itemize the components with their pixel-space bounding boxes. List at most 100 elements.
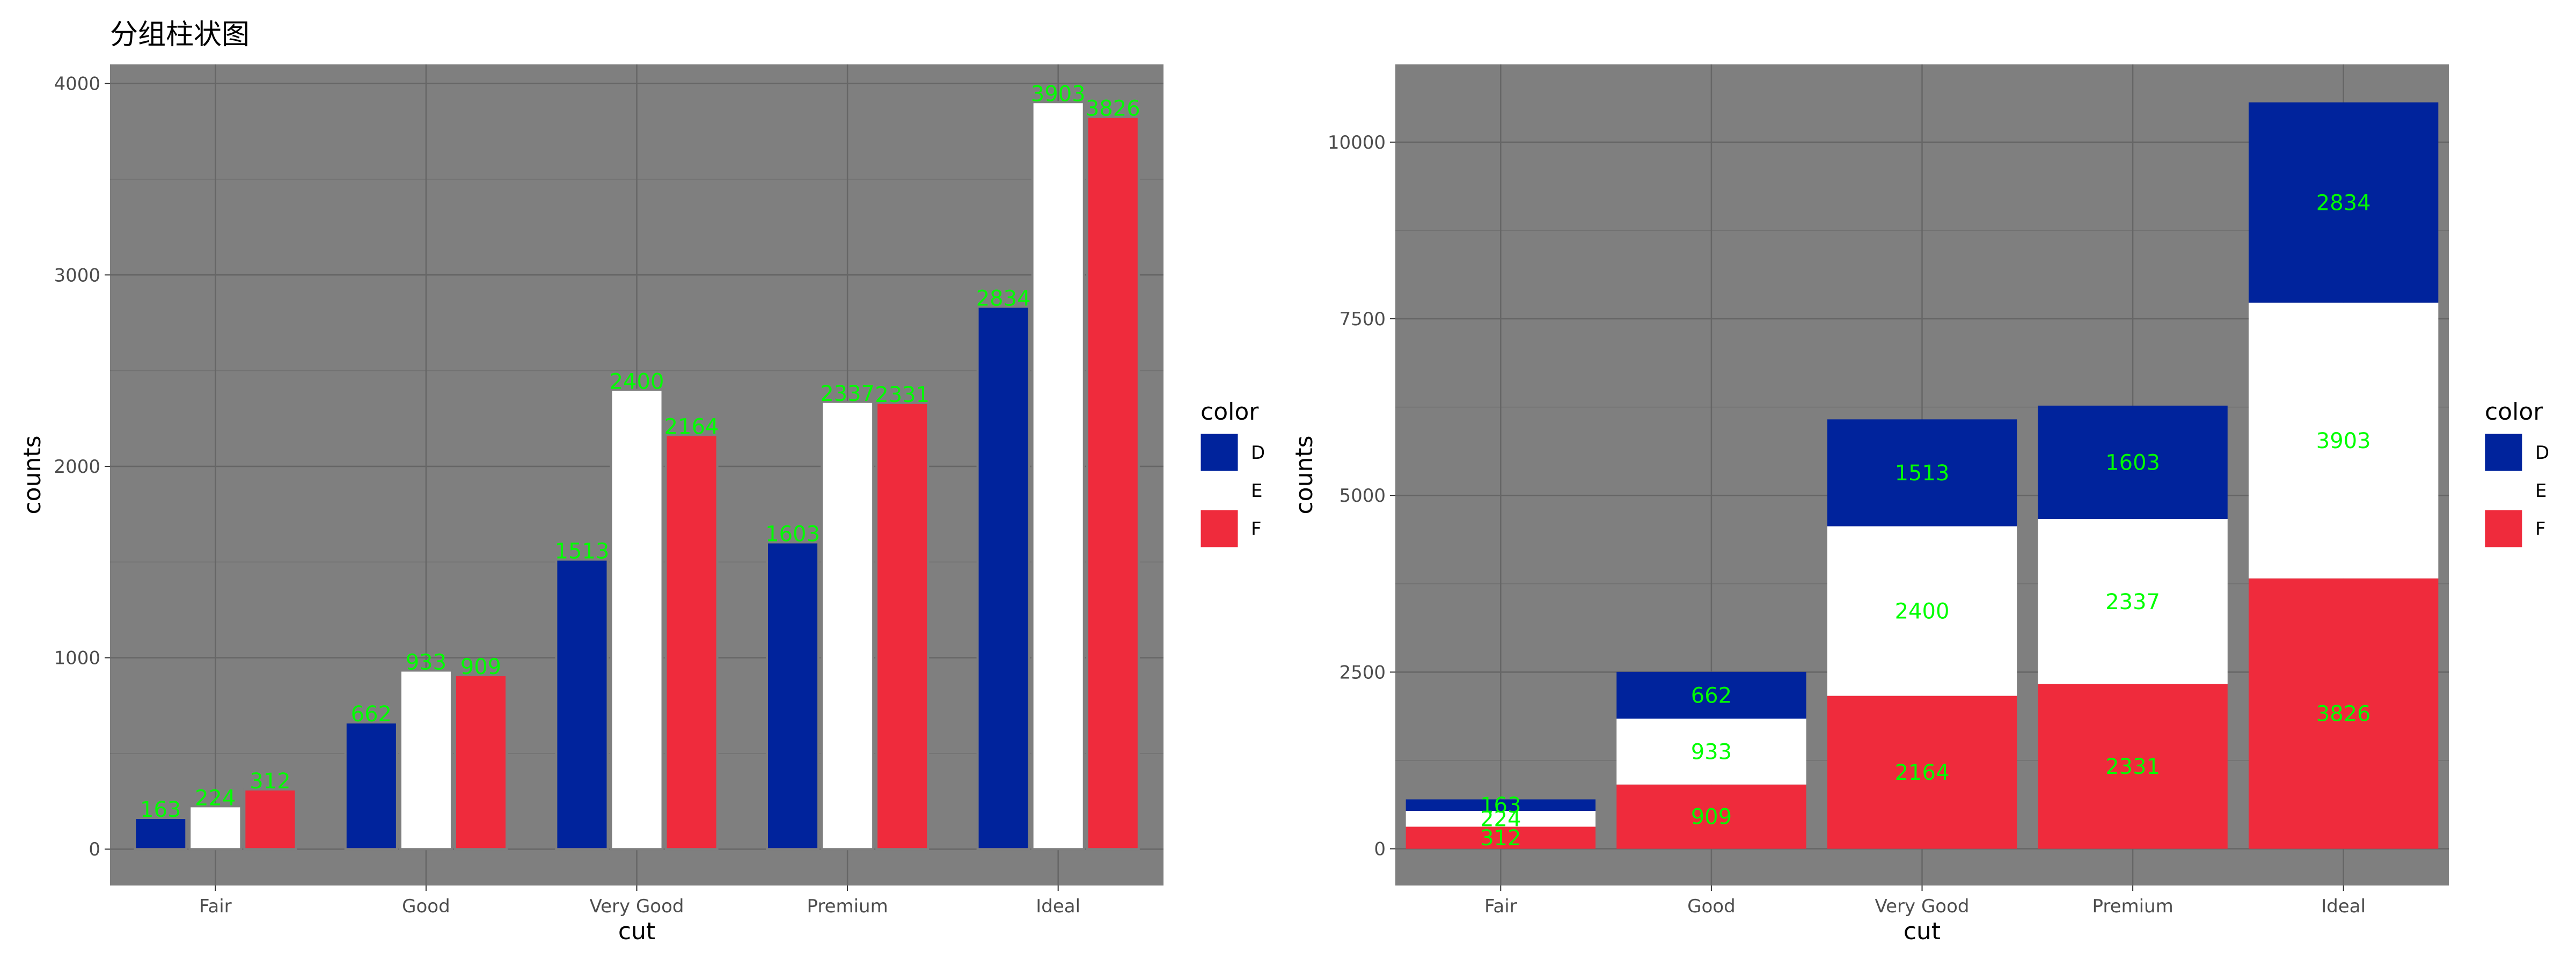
data-label: 2834 <box>976 287 1031 311</box>
y-tick-label: 4000 <box>54 74 100 95</box>
x-tick-label: Fair <box>199 896 232 917</box>
x-tick-label: Very Good <box>1875 896 1970 917</box>
bar-segment <box>2249 578 2439 849</box>
y-tick-label: 0 <box>89 839 100 860</box>
bar-segment <box>2038 518 2228 684</box>
data-label: 2331 <box>875 383 930 407</box>
bar <box>399 669 453 851</box>
legend-key <box>2484 433 2523 472</box>
data-label: 2400 <box>610 369 664 394</box>
bar-segment <box>1406 810 1596 827</box>
bar <box>1031 101 1085 851</box>
bar-segment <box>1406 826 1596 849</box>
legend-title: color <box>2485 398 2543 426</box>
y-tick-label: 5000 <box>1339 485 1386 507</box>
x-tick-label: Premium <box>807 896 888 917</box>
x-tick-label: Fair <box>1484 896 1517 917</box>
bar-segment <box>1616 671 1806 719</box>
legend: color DEF <box>2484 398 2549 548</box>
bar <box>1086 115 1140 851</box>
data-label: 1603 <box>2105 450 2160 475</box>
data-label: 2337 <box>820 382 875 406</box>
legend-title: color <box>1201 398 1259 426</box>
x-axis-title: cut <box>618 918 655 945</box>
y-tick-label: 0 <box>1374 839 1386 860</box>
data-label: 1513 <box>555 539 610 564</box>
data-label: 2164 <box>664 414 719 439</box>
legend-key <box>1200 509 1239 548</box>
bar-segment <box>2249 102 2439 303</box>
y-tick-label: 2500 <box>1339 662 1386 683</box>
data-label: 163 <box>140 797 181 822</box>
legend-label: D <box>2535 442 2549 464</box>
legend-label: E <box>2535 480 2546 502</box>
data-label: 2400 <box>1895 599 1950 624</box>
legend-label: D <box>1251 442 1265 464</box>
y-axis-title: counts <box>1291 435 1318 514</box>
bar-segment <box>1827 419 2017 526</box>
bar <box>188 805 243 851</box>
bar-segment <box>2038 405 2228 519</box>
data-label: 312 <box>1480 826 1521 851</box>
y-tick-label: 1000 <box>54 648 100 669</box>
data-label: 224 <box>195 786 236 810</box>
bar-segment <box>2249 302 2439 579</box>
data-label: 2164 <box>1895 760 1950 785</box>
data-label: 3826 <box>1086 97 1140 121</box>
plot-title: 分组柱状图 <box>110 19 250 51</box>
x-tick-label: Ideal <box>1036 896 1080 917</box>
bar-segment <box>1406 799 1596 811</box>
data-label: 909 <box>460 655 501 679</box>
bar <box>664 434 719 851</box>
legend: color DEF <box>1200 398 1265 548</box>
data-label: 3903 <box>2316 429 2371 453</box>
y-tick-label: 7500 <box>1339 309 1386 330</box>
data-label: 1603 <box>765 522 820 547</box>
y-tick-label: 3000 <box>54 265 100 286</box>
data-label: 909 <box>1691 805 1732 830</box>
data-label: 933 <box>406 650 447 675</box>
data-label: 1513 <box>1895 461 1950 486</box>
y-tick-label: 10000 <box>1328 132 1386 153</box>
data-label: 2331 <box>2105 755 2160 779</box>
x-tick-label: Good <box>1687 896 1736 917</box>
bar <box>243 788 297 851</box>
data-label: 662 <box>1691 683 1732 708</box>
bar <box>134 817 188 851</box>
x-tick-label: Good <box>402 896 450 917</box>
legend-key <box>1200 433 1239 472</box>
bar-segment <box>2038 684 2228 849</box>
y-axis-title: counts <box>19 435 46 514</box>
bar <box>821 400 875 851</box>
x-tick-label: Premium <box>2092 896 2173 917</box>
data-label: 163 <box>1480 793 1521 818</box>
data-label: 312 <box>250 769 290 794</box>
legend-key <box>2484 509 2523 548</box>
bar <box>453 674 508 851</box>
y-tick-label: 2000 <box>54 456 100 478</box>
bar <box>875 401 930 851</box>
legend-key <box>2484 471 2523 510</box>
x-tick-label: Very Good <box>590 896 684 917</box>
x-axis-title: cut <box>1904 918 1941 945</box>
x-tick-label: Ideal <box>2321 896 2366 917</box>
data-label: 2834 <box>2316 191 2371 215</box>
bar-segment <box>1827 696 2017 849</box>
bar <box>555 558 609 851</box>
legend-label: F <box>2535 518 2546 540</box>
data-label: 3903 <box>1031 82 1086 106</box>
data-label: 662 <box>351 702 392 727</box>
bar-segment <box>1616 784 1806 849</box>
bar-segment <box>1616 718 1806 785</box>
bar <box>344 721 398 851</box>
bar <box>765 541 820 851</box>
bar <box>976 305 1030 851</box>
legend-key <box>1200 471 1239 510</box>
data-label: 933 <box>1691 740 1732 764</box>
bar <box>610 389 664 851</box>
data-label: 224 <box>1480 807 1521 832</box>
data-label: 2337 <box>2105 590 2160 614</box>
